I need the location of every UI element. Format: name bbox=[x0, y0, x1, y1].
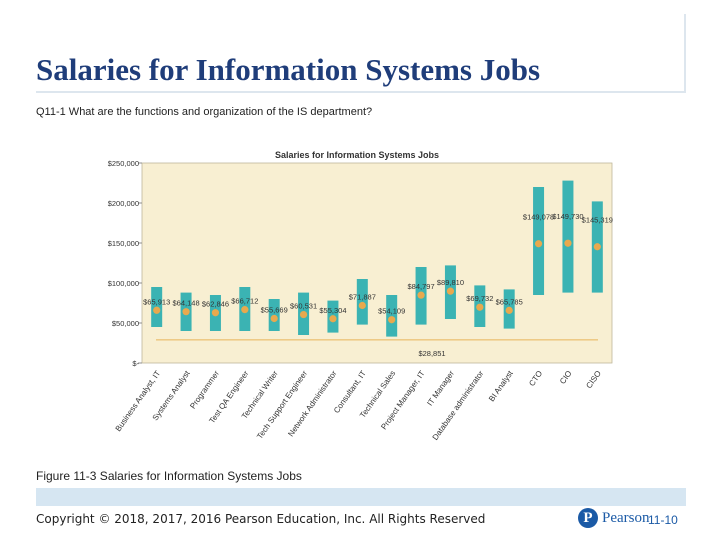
category-label: BI Analyst bbox=[487, 368, 515, 403]
median-point bbox=[241, 306, 249, 314]
pearson-p-icon: P bbox=[578, 508, 598, 528]
median-point bbox=[153, 306, 161, 314]
pearson-logo: P Pearson bbox=[578, 508, 650, 528]
median-point bbox=[417, 291, 425, 299]
median-point bbox=[358, 301, 366, 310]
data-label: $149,730 bbox=[552, 212, 583, 221]
copyright-text: Copyright © 2018, 2017, 2016 Pearson Edu… bbox=[36, 512, 486, 526]
data-label: $60,531 bbox=[290, 302, 317, 311]
salary-range-chart: Salaries for Information Systems Jobs $- $… bbox=[108, 150, 613, 442]
data-label: $64,148 bbox=[173, 299, 200, 308]
figure-caption: Figure 11-3 Salaries for Information Sys… bbox=[36, 469, 302, 483]
data-label: $65,785 bbox=[496, 297, 523, 306]
salary-range-bar bbox=[386, 295, 398, 337]
category-label: Tech Support Engineer bbox=[255, 369, 309, 441]
salary-range-bar bbox=[562, 180, 574, 293]
category-label: Programmer bbox=[188, 369, 221, 411]
data-label: $145,319 bbox=[582, 216, 613, 225]
median-point bbox=[446, 287, 455, 295]
median-point bbox=[564, 239, 572, 247]
y-tick-label: $200,000 bbox=[108, 199, 139, 208]
median-point bbox=[329, 315, 337, 323]
data-label: $55,669 bbox=[261, 305, 288, 314]
data-label: $55,304 bbox=[319, 306, 346, 315]
median-point bbox=[505, 306, 513, 314]
chart-title: Salaries for Information Systems Jobs bbox=[275, 150, 439, 160]
median-point bbox=[534, 240, 543, 248]
title-rule-vertical bbox=[684, 14, 686, 92]
category-label: Database administrator bbox=[431, 369, 486, 442]
category-label: CTO bbox=[527, 369, 544, 388]
reference-label: $28,851 bbox=[418, 349, 445, 358]
y-tick-label: $- bbox=[132, 359, 139, 368]
y-tick-label: $250,000 bbox=[108, 159, 139, 168]
slide-title: Salaries for Information Systems Jobs bbox=[36, 52, 541, 87]
median-point bbox=[388, 316, 396, 324]
y-tick-label: $150,000 bbox=[108, 239, 139, 248]
data-label: $71,887 bbox=[349, 292, 376, 301]
y-tick-label: $50,000 bbox=[112, 319, 139, 328]
median-point bbox=[182, 308, 190, 316]
slide-subtitle: Q11-1 What are the functions and organiz… bbox=[36, 106, 373, 118]
median-point bbox=[299, 310, 308, 319]
category-label: CISO bbox=[584, 369, 603, 390]
title-rule-horizontal bbox=[36, 91, 686, 93]
data-label: $89,810 bbox=[437, 278, 464, 287]
category-label: IT Manager bbox=[425, 369, 456, 408]
data-label: $66,712 bbox=[231, 297, 258, 306]
data-label: $84,797 bbox=[408, 282, 435, 291]
median-point bbox=[211, 309, 220, 317]
data-label: $65,913 bbox=[143, 297, 170, 306]
pearson-wordmark: Pearson bbox=[602, 509, 650, 526]
y-tick-label: $100,000 bbox=[108, 279, 139, 288]
data-label: $149,078 bbox=[523, 213, 554, 222]
category-label: Business Analyst, IT bbox=[114, 369, 163, 433]
slide-number: 11-10 bbox=[648, 513, 678, 527]
salary-range-bar bbox=[356, 279, 368, 325]
data-label: $54,109 bbox=[378, 307, 405, 316]
data-label: $62,846 bbox=[202, 300, 229, 309]
median-point bbox=[476, 303, 484, 311]
median-point bbox=[593, 243, 601, 251]
data-label: $69,732 bbox=[466, 294, 493, 303]
category-label: CIO bbox=[558, 369, 574, 386]
footer-band bbox=[36, 488, 686, 506]
median-point bbox=[270, 314, 278, 323]
